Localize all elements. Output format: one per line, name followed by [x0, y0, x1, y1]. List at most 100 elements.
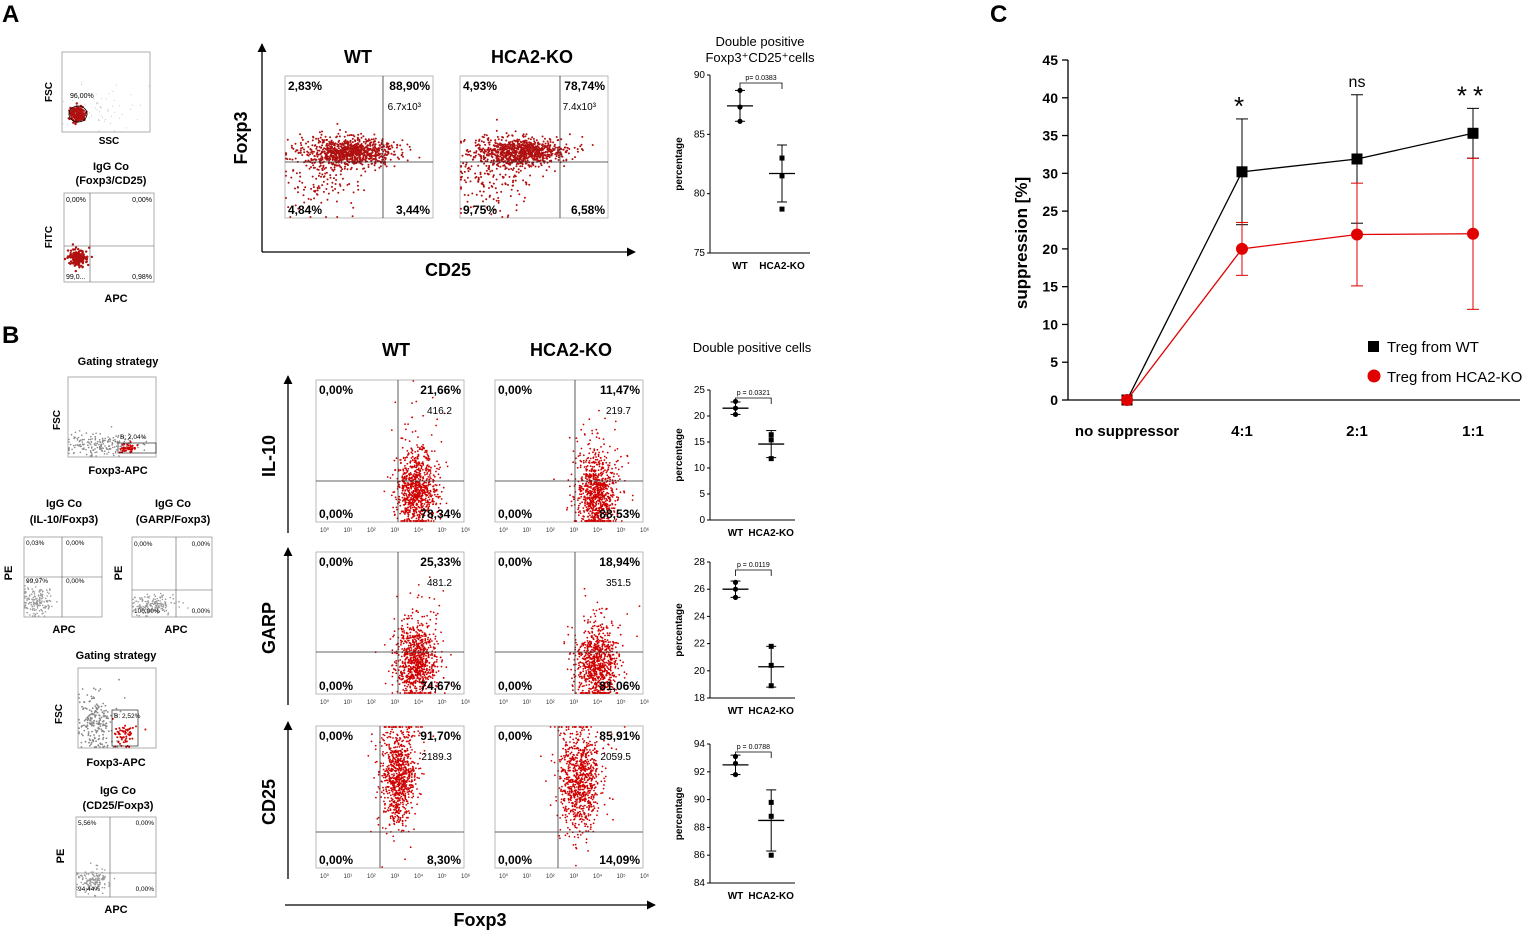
a-igg-q-ul: 0,00%: [66, 197, 86, 204]
b-igg-cd25-qlr: 0,00%: [136, 886, 155, 893]
b-row0-ko-xtick: 10⁶: [640, 527, 650, 534]
a-ko-q-ur: 78,74%: [564, 79, 605, 93]
a-dot-ylabel: percentage: [674, 137, 685, 191]
c-ytick: 20: [1042, 241, 1058, 257]
b-row2-ko-xtick: 10⁵: [617, 873, 627, 880]
b-row2-ko-mfi: 2059.5: [600, 752, 631, 763]
b-row2-wt-plot: 0,00% 91,70% 0,00% 8,30% 2189.3: [315, 725, 465, 869]
a-dot-xtick: HCA2-KO: [759, 261, 805, 272]
c-significance: *: [1234, 91, 1250, 121]
b-dot-il10-ytick: 25: [694, 385, 706, 396]
b-dot-il10-ytick: 5: [699, 489, 705, 500]
a-dot-ytick: 90: [694, 70, 706, 81]
b-row0-ko-q-ur: 11,47%: [600, 383, 640, 397]
b-row-label-1: GARP: [259, 602, 279, 654]
b-row2-ko-q-lr: 14,09%: [599, 853, 640, 867]
c-ytick: 30: [1042, 165, 1058, 181]
b-garp-igg-events: [132, 592, 189, 617]
b-dot-garp-point: [768, 683, 774, 689]
b-dot-garp-ytick: 22: [694, 639, 706, 650]
b-dot-il10-point: [768, 432, 774, 438]
b-dot-garp-ytick: 18: [694, 693, 706, 704]
b-igg-cd25-qur: 0,00%: [136, 820, 155, 827]
b-igg-il10-t1: IgG Co: [46, 498, 82, 510]
a-fsc-bg-events: [62, 81, 150, 132]
b-igg-cd25-t1: IgG Co: [100, 785, 136, 797]
b-igg-cd25: IgG Co (CD25/Foxp3) 5,56% 0,00% 94,44% 0…: [55, 785, 157, 916]
b-dot-il10-ytick: 20: [694, 411, 706, 422]
b-row1-ko-q-ll: 0,00%: [498, 679, 532, 693]
b-gating1-ylabel: FSC: [52, 410, 63, 430]
a-igg-ylabel: FITC: [44, 226, 55, 248]
a-wt-q-ll: 4,84%: [288, 203, 322, 217]
b-row0-ko-q-ll: 0,00%: [498, 507, 532, 521]
c-point-ko: [1121, 394, 1133, 406]
c-xtick: no suppressor: [1075, 423, 1179, 440]
a-dot-title2: Foxp3⁺CD25⁺cells: [705, 50, 815, 65]
panel-label-b: B: [2, 322, 19, 349]
b-gating2-ylabel: FSC: [54, 704, 65, 724]
a-ko-q-ll: 9,75%: [463, 203, 497, 217]
panel-label-a: A: [2, 1, 19, 28]
b-row1-wt-xtick: 10⁵: [438, 699, 448, 706]
b-gating1-xlabel: Foxp3-APC: [88, 465, 147, 477]
c-significance: **: [1457, 80, 1489, 110]
b-row2-wt-mfi: 2189.3: [421, 752, 452, 763]
a-fsc-events: [67, 102, 88, 126]
b-igg-garp: IgG Co (GARP/Foxp3) 0,00% 0,00% 100,00% …: [113, 498, 213, 636]
b-dot-garp-ytick: 20: [694, 666, 706, 677]
b-row2-ko-q-ul: 0,00%: [498, 729, 532, 743]
b-gating2-title: Gating strategy: [76, 650, 158, 662]
a-dot-ytick: 75: [694, 248, 706, 259]
c-legend-wt-marker: [1368, 341, 1379, 352]
b-row0-ko-plot: 0,00% 11,47% 0,00% 88,53% 219.7: [494, 379, 644, 523]
b-row0-wt-xtick: 10⁴: [414, 527, 424, 534]
b-igg-garp-t2: (GARP/Foxp3): [136, 514, 211, 526]
b-dot-cd25-pvalue: p = 0.0788: [737, 744, 770, 751]
b-gating2-gate: B: 2,52%: [114, 713, 141, 720]
b-dot-il10-xtick: WT: [728, 528, 744, 539]
b-igg-il10-qur: 0,00%: [66, 540, 85, 547]
a-ko-q-ul: 4,93%: [463, 79, 497, 93]
a-xlabel-cd25: CD25: [425, 260, 471, 280]
b-dot-il10-ytick: 0: [699, 515, 705, 526]
a-igg-title1: IgG Co: [93, 161, 129, 173]
a-wt-mfi: 6.7x10³: [388, 102, 422, 113]
b-dot-garp: 18 20 22 24 26 28 percentage WT HCA2-KO p = 0.011…: [674, 557, 795, 717]
b-row0-ko-q-lr: 88,53%: [599, 507, 640, 521]
b-igg-garp-xlabel: APC: [164, 624, 187, 636]
b-row0-wt-xtick: 10²: [367, 528, 376, 534]
b-dot-cd25-point: [768, 852, 774, 858]
c-ytick: 40: [1042, 90, 1058, 106]
b-dot-garp-xtick: HCA2-KO: [748, 706, 794, 717]
b-igg-il10-qll: 99,97%: [26, 578, 48, 585]
b-row2-wt-events: [370, 726, 426, 868]
c-ytick: 35: [1042, 128, 1058, 144]
b-row2-wt-xtick: 10¹: [344, 874, 353, 880]
b-g2-events: [78, 678, 126, 748]
b-dot-garp-ytick: 28: [694, 557, 706, 568]
a-ko-plot: 4,93% 78,74% 9,75% 6,58% 7.4x10³: [459, 75, 609, 219]
a-dot-pvalue: p= 0.0383: [745, 75, 776, 82]
b-row0-wt-sparse-events: [383, 380, 449, 522]
b-igg-il10-ylabel: PE: [3, 566, 15, 581]
a-wt-plot: 2,83% 88,90% 4,84% 3,44% 6.7x10³: [284, 75, 434, 219]
b-row1-ko-q-lr: 81,06%: [599, 679, 640, 693]
b-dot-cd25-xtick: HCA2-KO: [748, 891, 794, 902]
b-dot-il10-point: [768, 456, 774, 462]
a-dot-point: [779, 155, 785, 161]
b-row0-wt-q-ll: 0,00%: [319, 507, 353, 521]
c-ylabel: suppression [%]: [1012, 177, 1031, 309]
b-igg-cd25-xlabel: APC: [104, 904, 127, 916]
c-significance: ns: [1349, 74, 1366, 91]
b-row2-ko-xtick: 10¹: [523, 874, 532, 880]
b-row1-wt-q-lr: 74,67%: [420, 679, 461, 693]
a-dot-xtick: WT: [732, 261, 748, 272]
b-row2-ko-sparse-events: [540, 726, 626, 834]
b-igg-cd25-qul: 5,56%: [78, 820, 97, 827]
b-dot-cd25-xtick: WT: [728, 891, 744, 902]
b-row0-ko-sparse-events: [553, 409, 630, 522]
b-dot-garp-point: [768, 643, 774, 649]
c-point-ko: [1236, 242, 1248, 255]
b-row1-wt-q-ur: 25,33%: [420, 555, 461, 569]
